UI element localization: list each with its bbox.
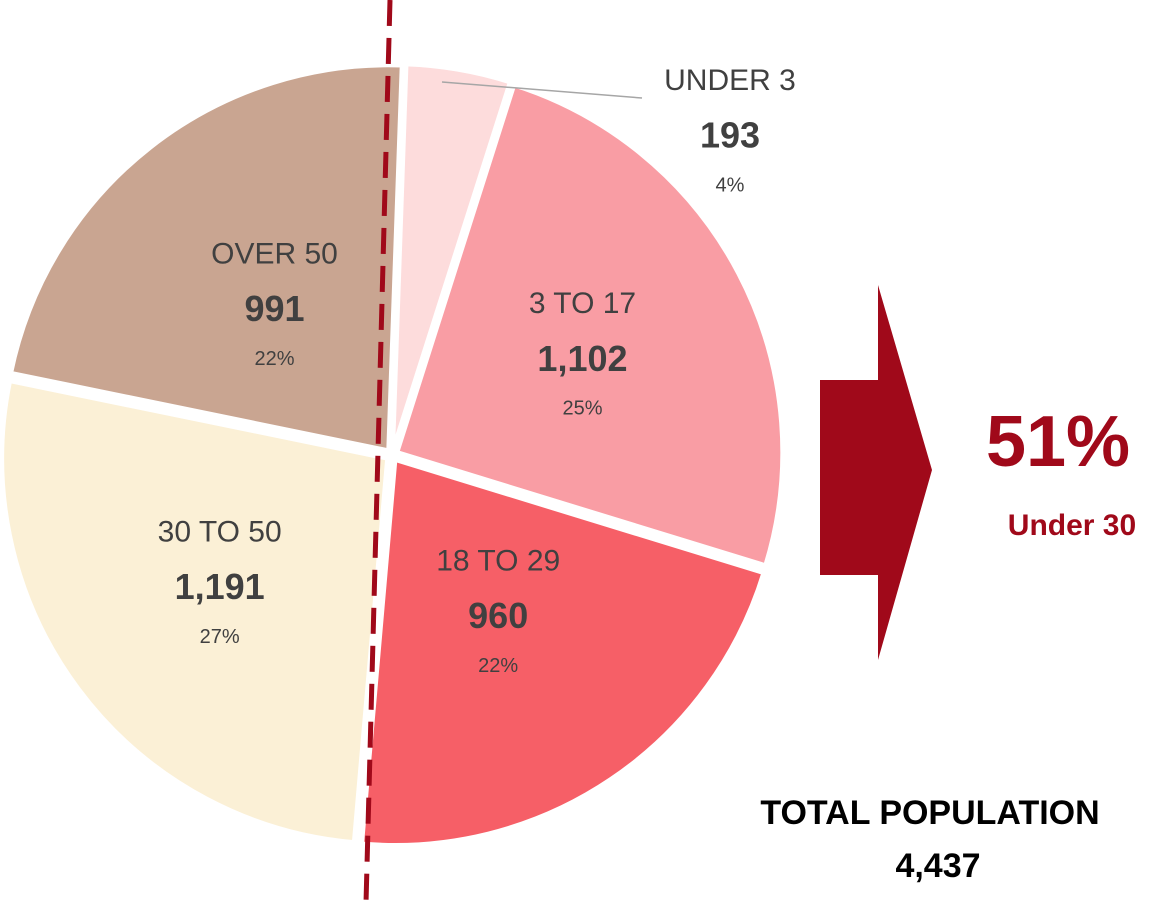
slice-value: 1,102 — [537, 338, 627, 379]
slice — [359, 457, 766, 847]
slice-value: 193 — [700, 115, 760, 156]
slice-name: 3 TO 17 — [529, 287, 636, 320]
labels: UNDER 3 193 4% 3 TO 17 1,102 25% 18 TO 29 960 22… — [158, 64, 796, 677]
pie — [0, 62, 785, 847]
slice-percent: 25% — [562, 398, 602, 420]
slice-percent: 22% — [254, 348, 294, 370]
slice — [391, 62, 513, 450]
slice-name: UNDER 3 — [664, 64, 796, 97]
arrow — [820, 285, 932, 660]
slice — [0, 378, 390, 845]
leader-line — [441, 81, 643, 99]
slice-value: 1,191 — [175, 566, 265, 607]
slice — [394, 82, 785, 568]
slice — [8, 63, 404, 453]
slice-name: 18 TO 29 — [436, 544, 560, 577]
total-title: TOTAL POPULATION — [760, 794, 1099, 832]
slice-value: 960 — [468, 595, 528, 636]
slice-name: 30 TO 50 — [158, 515, 282, 548]
slice-percent: 27% — [200, 626, 240, 648]
share-label: Under 30 — [1008, 509, 1136, 542]
slice-percent: 4% — [716, 174, 745, 196]
slice-percent: 22% — [478, 655, 518, 677]
share-value: 51% — [986, 402, 1130, 482]
slice-value: 991 — [244, 288, 304, 329]
slice-name: OVER 50 — [211, 238, 338, 271]
total-value: 4,437 — [895, 847, 980, 885]
